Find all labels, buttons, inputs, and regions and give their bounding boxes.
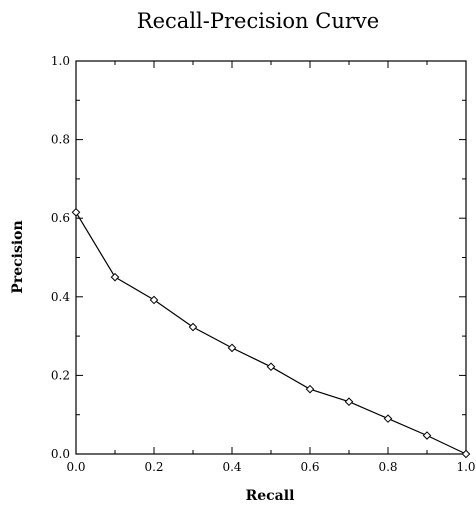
data-point-marker — [422, 431, 432, 440]
x-tick-label: 0.4 — [222, 460, 241, 474]
x-tick-label: 1.0 — [456, 460, 475, 474]
y-axis-label: Precision — [10, 220, 26, 293]
y-tick-label: 0.4 — [51, 290, 70, 304]
plot-frame — [75, 60, 467, 455]
x-tick-label: 0.0 — [66, 460, 85, 474]
y-tick-label: 0.8 — [51, 133, 70, 147]
chart-title: Recall-Precision Curve — [137, 9, 379, 33]
data-point-marker — [266, 362, 276, 372]
data-point-marker — [110, 272, 120, 282]
data-point-marker — [383, 414, 393, 423]
data-point-marker — [149, 295, 159, 305]
y-tick-label: 0.0 — [51, 447, 70, 461]
y-tick-label: 0.2 — [51, 368, 70, 382]
x-tick-label: 0.2 — [144, 460, 163, 474]
y-tick-label: 0.6 — [51, 211, 70, 225]
x-tick-label: 0.8 — [378, 460, 397, 474]
data-point-marker — [227, 343, 237, 353]
data-point-marker — [344, 397, 354, 407]
series-layer — [71, 207, 471, 459]
x-axis-label: Recall — [246, 488, 295, 504]
x-tick-label: 0.6 — [300, 460, 319, 474]
data-point-marker — [188, 322, 198, 332]
data-point-marker — [71, 207, 81, 217]
data-point-marker — [305, 384, 315, 394]
axes: 0.0 0.2 0.4 0.6 0.8 1.0 0.0 0.2 0.4 0.6 0.8 1.0 — [51, 54, 476, 474]
data-point-marker — [461, 449, 471, 459]
y-tick-label: 1.0 — [51, 54, 70, 68]
precision-line — [75, 211, 467, 455]
